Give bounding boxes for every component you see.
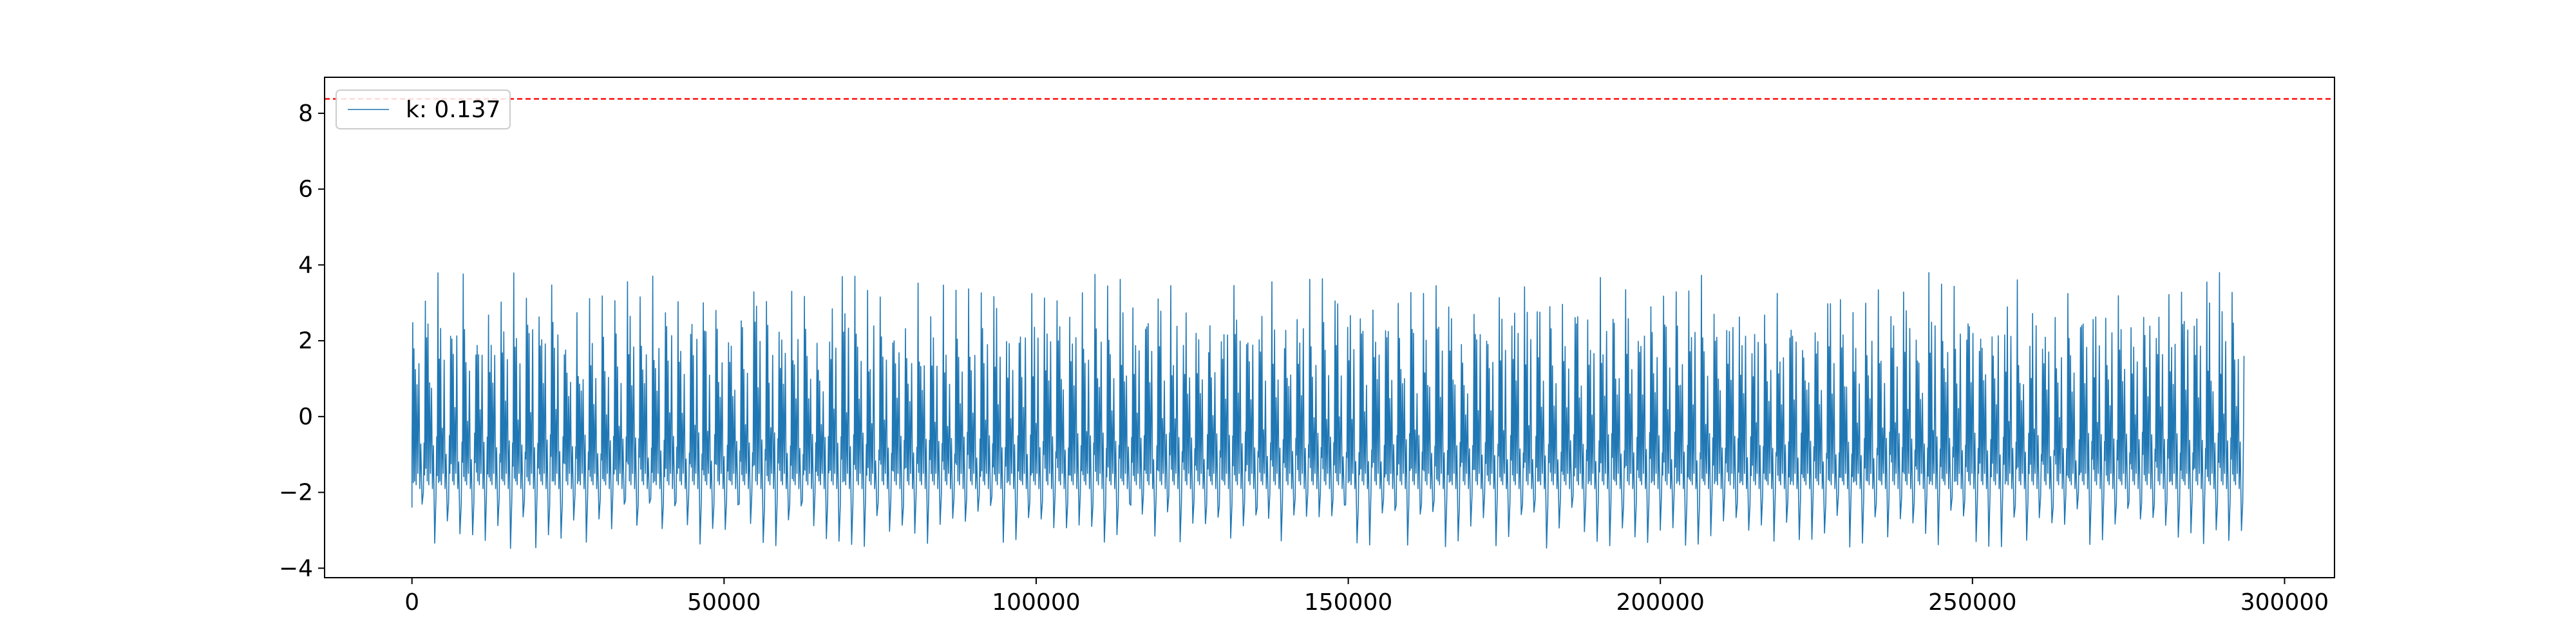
x-tick-label: 200000 bbox=[1616, 589, 1704, 616]
plot-area-frame bbox=[324, 77, 2335, 578]
x-tick-label: 250000 bbox=[1928, 589, 2016, 616]
y-tick-label: 0 bbox=[298, 404, 313, 430]
y-tick-label: 6 bbox=[298, 176, 313, 203]
series-line bbox=[411, 272, 2245, 549]
y-tick-label: −2 bbox=[279, 480, 313, 506]
y-tick-label: 2 bbox=[298, 328, 313, 354]
x-tick-label: 300000 bbox=[2240, 589, 2329, 616]
legend-box bbox=[336, 90, 511, 129]
y-tick-label: −4 bbox=[279, 555, 313, 582]
x-tick-label: 150000 bbox=[1304, 589, 1392, 616]
x-tick-label: 0 bbox=[404, 589, 419, 616]
x-axis-ticks: 0 50000 100000 150000 200000 250000 300000 bbox=[404, 578, 2329, 616]
legend-entry-label: k: 0.137 bbox=[406, 97, 500, 123]
y-tick-label: 4 bbox=[298, 252, 313, 278]
legend: k: 0.137 bbox=[336, 90, 511, 129]
y-axis-ticks: −4 −2 0 2 4 6 8 bbox=[279, 100, 325, 582]
y-tick-label: 8 bbox=[298, 100, 313, 127]
x-tick-label: 100000 bbox=[992, 589, 1080, 616]
x-tick-label: 50000 bbox=[687, 589, 761, 616]
